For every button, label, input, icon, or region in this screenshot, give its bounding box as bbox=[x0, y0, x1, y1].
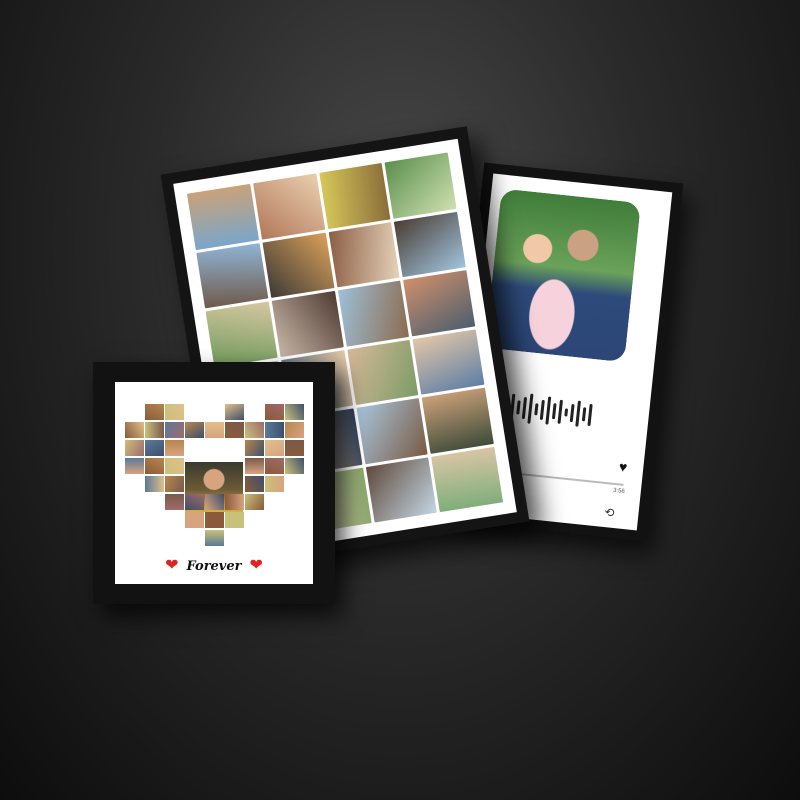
heart-photo-tile bbox=[245, 494, 264, 510]
heart-photo-tile bbox=[205, 422, 224, 438]
heart-photo-tile bbox=[225, 512, 244, 528]
heart-photo-tile bbox=[205, 530, 224, 546]
heart-photo-tile bbox=[165, 494, 184, 510]
heart-collage-frame: ❤ Forever ❤ bbox=[93, 362, 335, 604]
heart-photo-tile bbox=[285, 422, 304, 438]
heart-photo-tile bbox=[285, 440, 304, 456]
heart-photo-tile bbox=[145, 440, 164, 456]
collage-photo bbox=[205, 301, 278, 368]
heart-photo-tile bbox=[205, 512, 224, 528]
heart-photo-tile bbox=[165, 404, 184, 420]
collage-photo bbox=[431, 446, 504, 513]
heart-photo-tile bbox=[265, 458, 284, 474]
heart-frame-mat: ❤ Forever ❤ bbox=[115, 382, 313, 584]
heart-photo-tile bbox=[185, 494, 204, 510]
collage-photo bbox=[346, 339, 419, 406]
heart-photo-tile bbox=[145, 404, 164, 420]
collage-photo bbox=[262, 232, 334, 298]
collage-photo bbox=[252, 173, 325, 240]
heart-photo-tile bbox=[225, 422, 244, 438]
heart-photo-tile bbox=[145, 476, 164, 492]
scan-code-bar bbox=[539, 399, 545, 421]
heart-photo-tile bbox=[125, 440, 144, 456]
collage-photo bbox=[196, 242, 269, 309]
forever-caption: Forever bbox=[186, 558, 242, 574]
scan-code-bar bbox=[569, 403, 575, 423]
scan-code-bar bbox=[587, 403, 593, 427]
heart-photo-tile bbox=[125, 458, 144, 474]
heart-photo-tile bbox=[185, 512, 204, 528]
scan-code-bar bbox=[545, 396, 552, 425]
scan-code-bar bbox=[527, 393, 534, 424]
collage-photo bbox=[403, 270, 476, 336]
heart-photo-tile bbox=[285, 458, 304, 474]
scan-code-bar bbox=[534, 403, 539, 416]
collage-photo bbox=[271, 290, 344, 357]
heart-photo-tile bbox=[245, 440, 264, 456]
repeat-icon: ⟲ bbox=[603, 505, 616, 521]
heart-photo-tile bbox=[165, 476, 184, 492]
collage-photo bbox=[394, 211, 466, 278]
heart-photo-tile bbox=[165, 440, 184, 456]
heart-icon: ♥ bbox=[618, 458, 629, 476]
collage-photo bbox=[365, 456, 438, 523]
heart-photo-tile bbox=[145, 458, 164, 474]
heart-photo-tile bbox=[265, 476, 284, 492]
scan-code-bar bbox=[557, 399, 563, 424]
heart-photo-tile bbox=[285, 404, 304, 420]
scan-code-bar bbox=[564, 408, 569, 417]
collage-photo bbox=[421, 387, 494, 454]
heart-photo-tile bbox=[145, 422, 164, 438]
scan-code-bar bbox=[516, 400, 521, 415]
heart-photo-tile bbox=[205, 494, 224, 510]
family-photo bbox=[485, 188, 641, 363]
scan-code-bar bbox=[575, 400, 581, 427]
heart-shaped-collage bbox=[125, 404, 305, 554]
track-time: 3:56 bbox=[612, 487, 626, 495]
heart-photo-tile bbox=[265, 422, 284, 438]
red-heart-icon: ❤ bbox=[249, 557, 263, 574]
heart-photo-tile bbox=[225, 404, 244, 420]
collage-photo bbox=[337, 280, 410, 347]
heart-photo-tile bbox=[125, 422, 144, 438]
heart-photo-tile bbox=[165, 458, 184, 474]
scan-code-bar bbox=[551, 403, 557, 420]
scan-code-bar bbox=[581, 407, 587, 422]
collage-photo bbox=[328, 221, 400, 288]
collage-photo bbox=[384, 152, 457, 219]
heart-photo-tile bbox=[265, 440, 284, 456]
heart-photo-tile bbox=[185, 422, 204, 438]
heart-photo-tile bbox=[225, 494, 244, 510]
caption-row: ❤ Forever ❤ bbox=[115, 558, 313, 574]
heart-photo-tile bbox=[245, 476, 264, 492]
heart-photo-tile bbox=[265, 404, 284, 420]
collage-photo bbox=[356, 398, 428, 464]
heart-photo-tile bbox=[165, 422, 184, 438]
red-heart-icon: ❤ bbox=[165, 557, 179, 574]
scan-code-bar bbox=[521, 396, 528, 420]
collage-photo bbox=[318, 162, 391, 229]
collage-photo bbox=[186, 183, 259, 250]
collage-photo bbox=[412, 328, 485, 395]
heart-photo-tile bbox=[245, 458, 264, 474]
heart-photo-tile bbox=[245, 422, 264, 438]
